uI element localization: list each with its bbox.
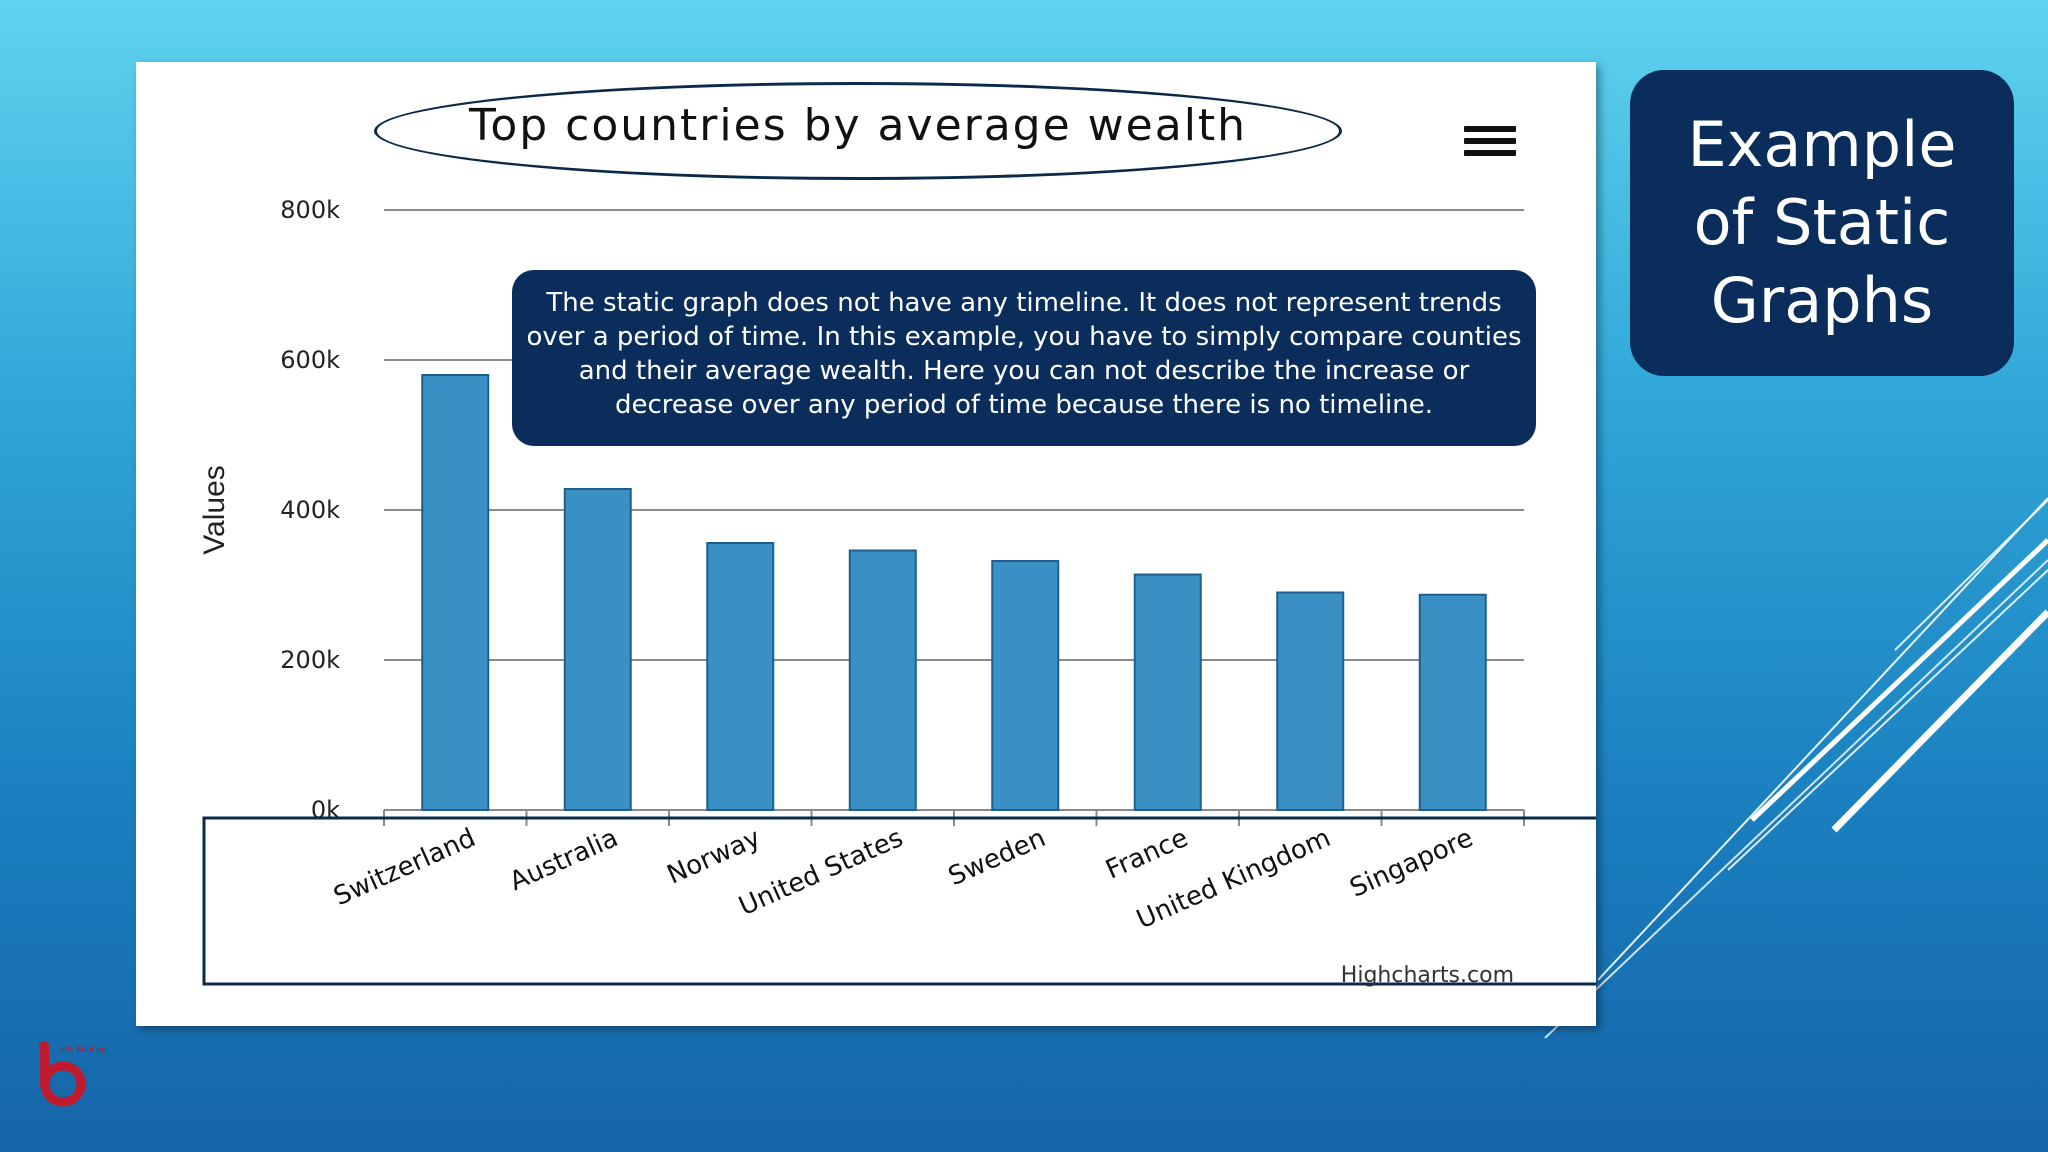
slide-title-box: Example of Static Graphs: [1630, 70, 2014, 376]
y-tick-label: 0k: [311, 796, 340, 824]
credits-text: Highcharts.com: [1341, 963, 1514, 988]
bar: [563, 488, 632, 811]
y-tick-label: 600k: [280, 346, 340, 374]
y-tick-label: 400k: [280, 496, 340, 524]
bar: [1133, 573, 1202, 811]
logo-icon: ells Bool up...: [39, 1041, 114, 1107]
menu-icon[interactable]: [1464, 126, 1516, 156]
bar: [421, 374, 490, 811]
x-tick-label: Sweden: [944, 823, 1050, 892]
logo-text: ells Bool up...: [60, 1045, 114, 1054]
y-axis-label: Values: [198, 465, 231, 555]
y-tick-label: 200k: [280, 646, 340, 674]
x-tick-label: France: [1101, 823, 1192, 886]
category-highlight-box: [202, 816, 1596, 986]
x-tick-label: Australia: [505, 823, 622, 897]
chart-card: 0k 200k 400k 600k 800k Values Switzerland Austr…: [136, 62, 1596, 1026]
note-box: The static graph does not have any timel…: [512, 270, 1536, 446]
title-ellipse-outline: [374, 82, 1342, 180]
x-tick-label: United States: [735, 823, 908, 922]
bar-chart: 0k 200k 400k 600k 800k Values Switzerland Austr…: [198, 196, 1596, 988]
x-tick-label: Singapore: [1346, 823, 1478, 904]
bar: [848, 549, 917, 811]
x-tick-label: Switzerland: [329, 823, 480, 912]
bar: [1418, 593, 1487, 811]
bar: [1276, 591, 1345, 811]
bar: [706, 542, 775, 811]
bar: [991, 560, 1060, 811]
x-tick-label: Norway: [663, 823, 765, 891]
chart-title: Top countries by average wealth: [468, 100, 1248, 151]
y-tick-label: 800k: [280, 196, 340, 224]
slide-title: Example of Static Graphs: [1687, 108, 1957, 337]
